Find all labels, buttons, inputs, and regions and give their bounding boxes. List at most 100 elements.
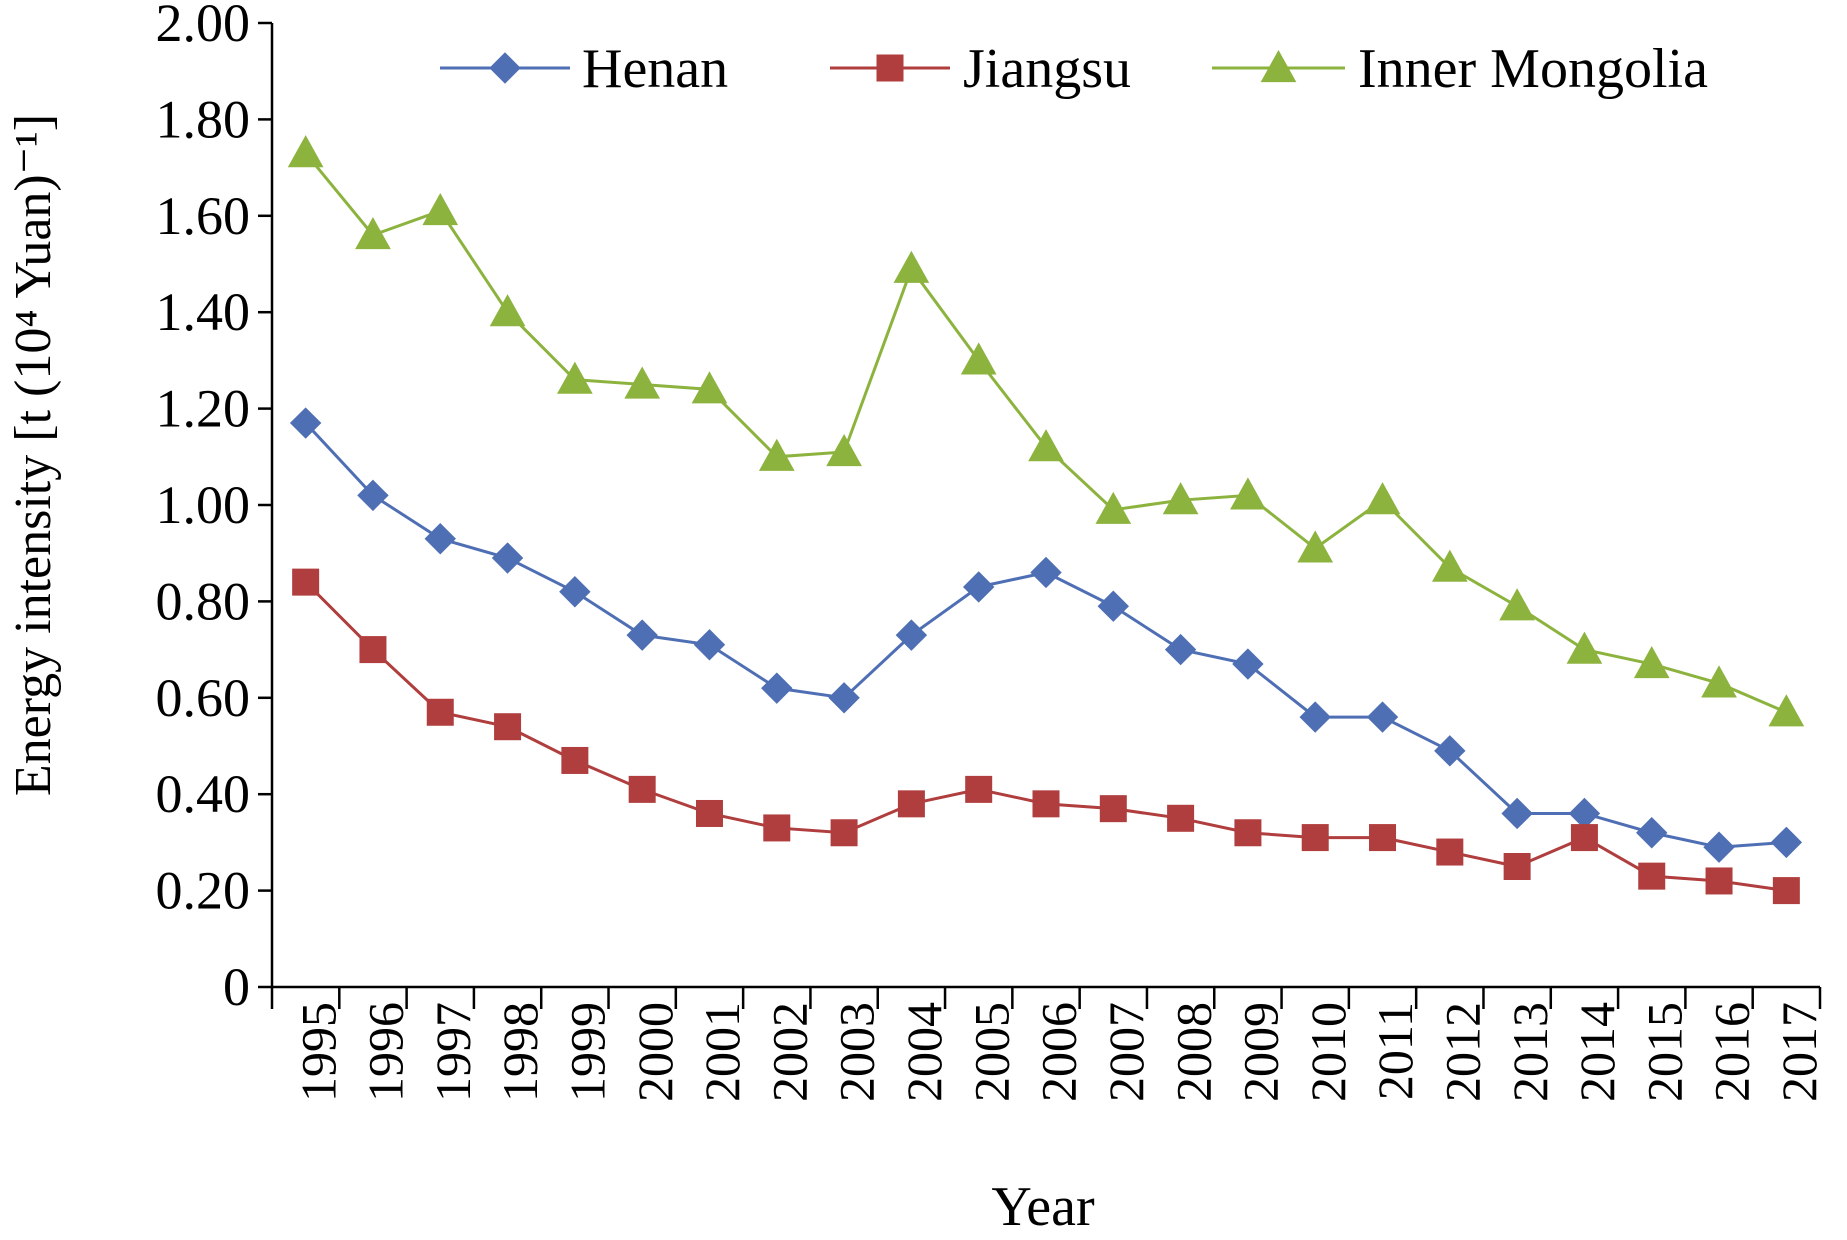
x-tick-label: 2010 xyxy=(1300,1002,1356,1102)
x-tick-label: 2016 xyxy=(1704,1002,1760,1102)
data-point-inner-mongolia xyxy=(422,192,459,226)
data-point-inner-mongolia xyxy=(1701,665,1737,698)
data-point-jiangsu xyxy=(628,775,656,803)
legend: Henan Jiangsu Inner Mongolia xyxy=(440,38,1708,100)
legend-label: Henan xyxy=(582,38,728,100)
data-point-inner-mongolia xyxy=(624,366,661,399)
data-point-jiangsu xyxy=(1234,819,1262,847)
data-point-inner-mongolia xyxy=(1431,549,1468,582)
data-point-jiangsu xyxy=(426,698,454,726)
x-tick-label: 2015 xyxy=(1636,1002,1692,1102)
series-inner-mongolia xyxy=(287,135,1805,727)
data-point-jiangsu xyxy=(1570,824,1598,852)
data-point-henan xyxy=(1366,701,1399,733)
x-tick-label: 2007 xyxy=(1098,1002,1154,1102)
data-point-inner-mongolia xyxy=(1162,482,1199,515)
series-jiangsu xyxy=(292,568,1800,905)
data-point-henan xyxy=(1164,633,1197,666)
x-tick-label: 2011 xyxy=(1367,1002,1423,1100)
data-point-inner-mongolia xyxy=(1364,482,1401,515)
data-point-henan xyxy=(693,629,726,661)
data-point-inner-mongolia xyxy=(758,438,795,471)
y-tick-label: 0 xyxy=(223,957,250,1017)
data-point-inner-mongolia xyxy=(893,250,930,283)
y-tick-label: 1.20 xyxy=(156,379,251,439)
x-tick-label: 2000 xyxy=(627,1002,683,1102)
data-point-henan xyxy=(289,407,322,439)
y-tick-label: 1.60 xyxy=(156,186,251,246)
data-point-henan xyxy=(1568,797,1601,830)
data-point-henan xyxy=(1097,590,1130,622)
data-point-inner-mongolia xyxy=(1633,646,1670,679)
legend-item-inner-mongolia: Inner Mongolia xyxy=(1212,38,1708,100)
data-point-jiangsu xyxy=(1167,804,1195,832)
data-point-jiangsu xyxy=(1503,853,1531,880)
y-tick-label: 0.20 xyxy=(156,861,251,921)
x-tick-label: 2005 xyxy=(963,1002,1019,1102)
series-henan xyxy=(289,407,1803,863)
data-point-henan xyxy=(559,576,591,608)
data-point-inner-mongolia xyxy=(287,135,324,168)
legend-label: Inner Mongolia xyxy=(1358,38,1708,100)
x-tick-label: 2004 xyxy=(896,1002,952,1102)
data-point-inner-mongolia xyxy=(355,217,391,250)
x-tick-label: 2006 xyxy=(1031,1002,1087,1102)
data-point-henan xyxy=(626,619,658,651)
data-point-henan xyxy=(424,523,456,555)
data-point-inner-mongolia xyxy=(1297,530,1334,563)
x-tick-label: 1999 xyxy=(560,1002,616,1102)
x-tick-label: 2003 xyxy=(829,1002,885,1102)
x-tick-label: 1998 xyxy=(492,1002,548,1102)
data-point-inner-mongolia xyxy=(489,294,526,327)
data-point-jiangsu xyxy=(1705,867,1733,895)
x-tick-label: 1997 xyxy=(425,1002,481,1102)
data-point-henan xyxy=(828,682,860,714)
legend-label: Jiangsu xyxy=(963,38,1131,100)
data-point-inner-mongolia xyxy=(1095,491,1132,524)
data-point-jiangsu xyxy=(292,568,320,596)
x-axis-title: Year xyxy=(991,1176,1095,1235)
data-point-inner-mongolia xyxy=(960,342,997,375)
data-point-inner-mongolia xyxy=(1028,429,1064,462)
data-point-jiangsu xyxy=(695,799,723,827)
data-point-henan xyxy=(761,672,793,704)
data-point-henan xyxy=(357,479,389,512)
data-point-jiangsu xyxy=(897,790,925,818)
x-tick-label: 2013 xyxy=(1502,1002,1558,1102)
data-point-inner-mongolia xyxy=(1566,631,1603,664)
data-point-inner-mongolia xyxy=(1230,477,1266,510)
data-point-jiangsu xyxy=(1301,824,1329,852)
data-point-jiangsu xyxy=(1369,824,1397,852)
x-tick-label: 2017 xyxy=(1771,1002,1827,1102)
data-point-jiangsu xyxy=(830,819,858,847)
y-tick-label: 1.40 xyxy=(156,282,251,342)
data-point-jiangsu xyxy=(1436,838,1464,866)
legend-swatch-marker xyxy=(489,52,521,84)
x-tick-label: 2008 xyxy=(1165,1002,1221,1102)
data-point-jiangsu xyxy=(359,636,387,664)
y-axis-title: Energy intensity [t (10⁴ Yuan)⁻¹] xyxy=(5,114,62,796)
y-tick-label: 1.80 xyxy=(156,89,251,149)
axes: 0 0.20 0.40 0.60 0.80 1.00 1.20 1.40 1.60 1.80 2.0… xyxy=(156,0,1828,1102)
data-point-henan xyxy=(962,571,995,603)
data-point-henan xyxy=(1232,648,1264,680)
series-line-jiangsu xyxy=(304,581,1787,893)
x-tick-label: 1995 xyxy=(290,1002,346,1102)
y-tick-label: 0.40 xyxy=(156,764,251,824)
data-point-henan xyxy=(1434,735,1466,767)
x-tick-label: 2001 xyxy=(694,1002,750,1102)
data-point-henan xyxy=(1299,701,1331,733)
data-point-jiangsu xyxy=(763,814,791,842)
data-point-jiangsu xyxy=(1032,790,1060,818)
series-layer xyxy=(287,135,1805,905)
legend-swatch-marker xyxy=(1260,49,1297,83)
data-point-jiangsu xyxy=(494,713,522,741)
data-point-inner-mongolia xyxy=(557,361,593,394)
data-point-jiangsu xyxy=(561,746,589,774)
y-tick-label: 0.80 xyxy=(156,571,251,631)
legend-swatch-marker xyxy=(876,54,904,82)
data-point-inner-mongolia xyxy=(1499,588,1535,621)
data-point-henan xyxy=(1501,797,1533,830)
